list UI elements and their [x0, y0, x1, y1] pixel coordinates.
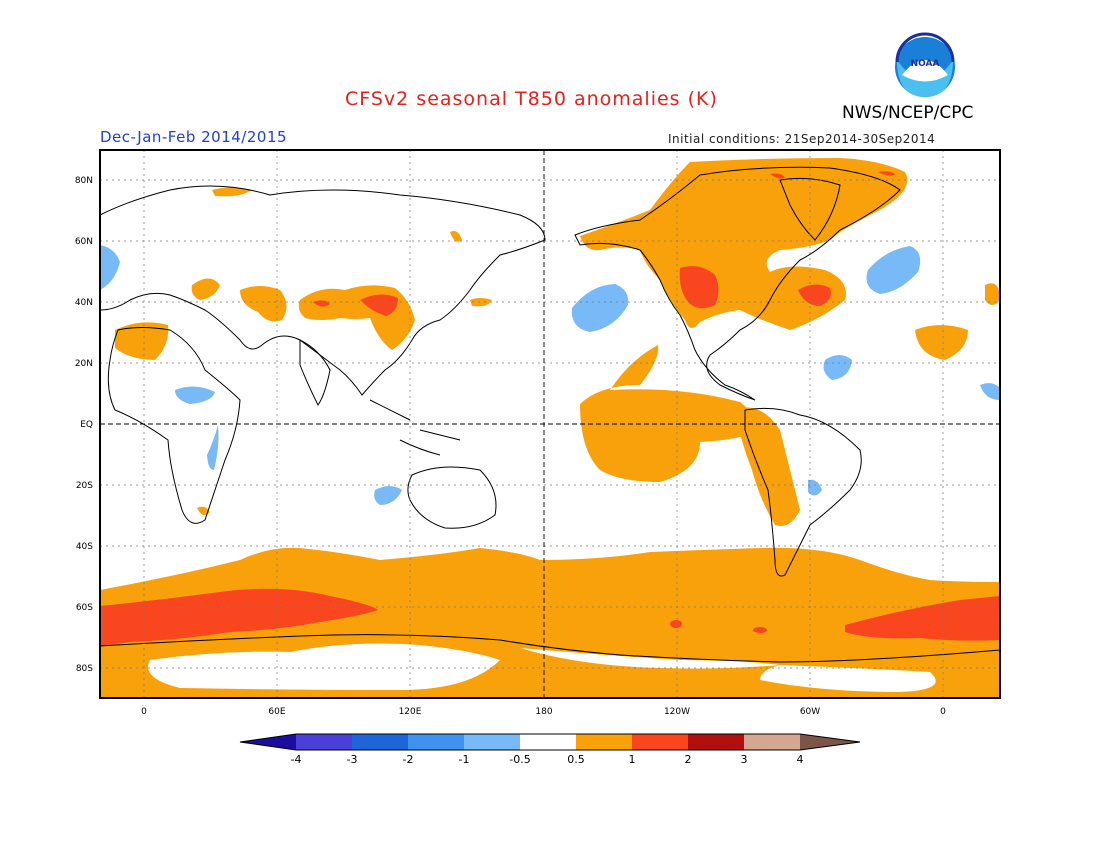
- lat-label: 80N: [75, 176, 93, 186]
- colorbar-arrow-left: [240, 734, 296, 750]
- land-outlines: [100, 166, 1000, 663]
- colorbar-swatch: [352, 734, 408, 750]
- lon-label: 0: [141, 707, 147, 717]
- colorbar-label: -4: [291, 753, 302, 766]
- lon-label: 120E: [399, 707, 422, 717]
- colorbar-label: -2: [403, 753, 414, 766]
- initial-conditions-label: Initial conditions: 21Sep2014-30Sep2014: [668, 132, 936, 146]
- colorbar-swatch: [632, 734, 688, 750]
- anomaly-region-tropical-pacific: [580, 345, 760, 482]
- map-gridlines: [100, 150, 1000, 698]
- season-label: Dec-Jan-Feb 2014/2015: [100, 128, 288, 146]
- lon-label: 120W: [664, 707, 690, 717]
- colorbar-arrow-right: [800, 734, 860, 750]
- lat-label: 40N: [75, 298, 93, 308]
- lon-label: 60E: [268, 707, 285, 717]
- colorbar-label: 2: [685, 753, 692, 766]
- noaa-logo: NOAA: [895, 32, 955, 97]
- chart-title: CFSv2 seasonal T850 anomalies (K): [345, 88, 718, 110]
- colorbar: -4 -3 -2 -1 -0.5 0.5 1 2 3 4: [239, 733, 861, 766]
- colorbar-swatch: [464, 734, 520, 750]
- map-frame: [99, 149, 1001, 699]
- colorbar-label: 1: [629, 753, 636, 766]
- colorbar-swatch: [408, 734, 464, 750]
- colorbar-swatch: [520, 734, 576, 750]
- organization-label: NWS/NCEP/CPC: [842, 103, 974, 123]
- colorbar-label: -0.5: [509, 753, 530, 766]
- lon-label: 0: [940, 707, 946, 717]
- lat-label: 60N: [75, 237, 93, 247]
- colorbar-swatch: [576, 734, 632, 750]
- lat-label: 80S: [76, 664, 93, 674]
- colorbar-label: -3: [347, 753, 358, 766]
- anomaly-region-north-pacific-cool: [571, 284, 629, 332]
- lat-label: 60S: [76, 603, 93, 613]
- longitude-labels: 0 60E 120E 180 120W 60W 0: [141, 707, 946, 717]
- map-area: [100, 150, 1000, 698]
- colorbar-label: 0.5: [567, 753, 585, 766]
- colorbar-swatch: [296, 734, 352, 750]
- lat-label: 40S: [76, 542, 93, 552]
- equator-dateline: [100, 150, 1000, 698]
- colorbar-swatch: [744, 734, 800, 750]
- anomaly-region-southern-red: [100, 588, 378, 646]
- lat-label: 20N: [75, 359, 93, 369]
- lon-label: 180: [535, 707, 552, 717]
- noaa-logo-text: NOAA: [911, 59, 940, 69]
- colorbar-swatch: [688, 734, 744, 750]
- lat-label: 20S: [76, 481, 93, 491]
- colorbar-label: -1: [459, 753, 470, 766]
- colorbar-label: 4: [797, 753, 804, 766]
- colorbar-label: 3: [741, 753, 748, 766]
- lat-label: EQ: [80, 420, 93, 430]
- latitude-labels: 80N 60N 40N 20N EQ 20S 40S 60S 80S: [75, 176, 93, 674]
- lon-label: 60W: [800, 707, 820, 717]
